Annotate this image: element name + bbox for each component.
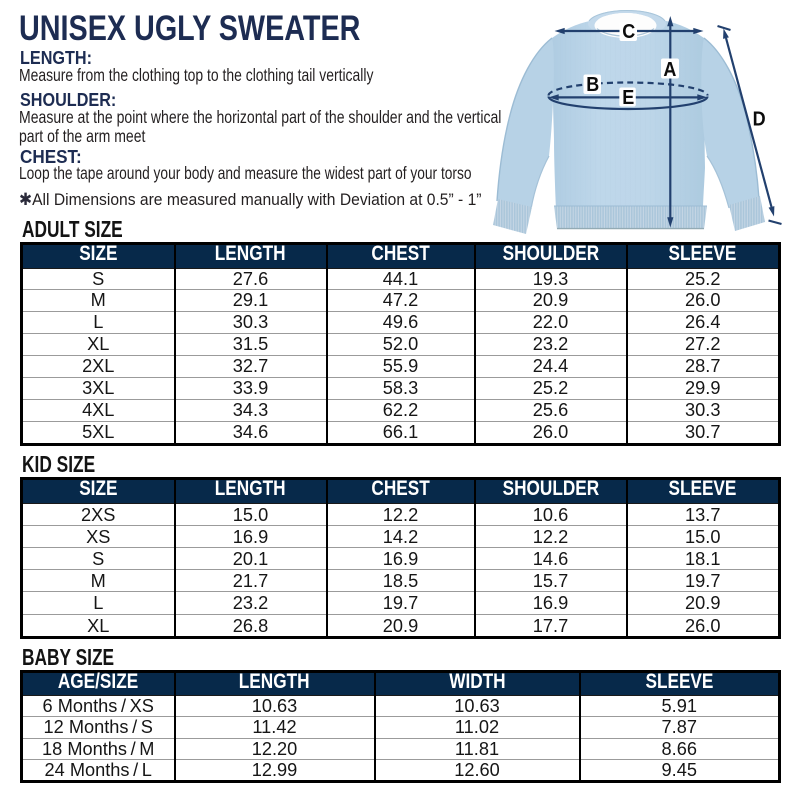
svg-text:D: D [753, 109, 766, 131]
svg-text:B: B [586, 74, 599, 96]
svg-text:A: A [663, 59, 676, 81]
svg-text:C: C [622, 21, 635, 43]
svg-text:E: E [622, 87, 634, 109]
